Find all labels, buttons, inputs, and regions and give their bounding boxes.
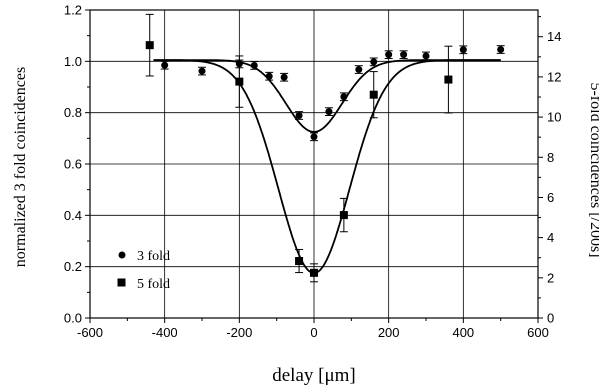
x-tick-label: 400: [452, 325, 474, 340]
data-point-3-fold: [422, 52, 430, 60]
data-point-3-fold: [325, 108, 333, 116]
legend-label-5-fold: 5 fold: [137, 277, 170, 292]
data-point-5-fold: [339, 211, 348, 220]
x-tick-label: 600: [527, 325, 549, 340]
y-right-tick-label: 6: [547, 190, 554, 205]
data-point-3-fold: [340, 93, 348, 101]
y-left-tick-label: 0.8: [64, 105, 82, 120]
data-point-3-fold: [310, 133, 318, 141]
y-right-tick-label: 4: [547, 230, 554, 245]
x-tick-label: 200: [378, 325, 400, 340]
x-tick-label: -400: [152, 325, 178, 340]
data-point-5-fold: [145, 41, 154, 50]
data-point-3-fold: [161, 61, 169, 69]
data-point-3-fold: [250, 61, 258, 69]
tick-labels: -600 -400 -200 0 200 400 600 0.0 0.2 0.4 0.6 0.8 1.0…: [64, 3, 562, 341]
fit-curves: [153, 59, 501, 275]
y-left-tick-label: 0.4: [64, 208, 82, 223]
legend: 3 fold 5 fold: [117, 249, 170, 292]
data-point-3-fold: [295, 111, 303, 119]
data-point-3-fold: [265, 72, 273, 80]
y-right-tick-label: 8: [547, 150, 554, 165]
data-point-5-fold: [295, 257, 304, 266]
data-point-3-fold: [497, 46, 505, 54]
y-right-tick-label: 12: [547, 69, 561, 84]
data-point-5-fold: [444, 75, 453, 84]
data-point-3-fold: [355, 66, 363, 74]
legend-marker-5-fold: [117, 278, 126, 287]
x-axis-label: delay [μm]: [272, 365, 356, 386]
data-point-3-fold: [280, 73, 288, 81]
ticks: [85, 9, 543, 323]
legend-marker-3-fold: [118, 251, 126, 259]
y-left-tick-label: 0.6: [64, 157, 82, 172]
y-left-tick-label: 0.0: [64, 311, 82, 326]
data-point-3-fold: [400, 51, 408, 59]
x-tick-label: -600: [77, 325, 103, 340]
y-right-tick-label: 14: [547, 29, 561, 44]
data-point-5-fold: [310, 268, 318, 277]
data-point-3-fold: [385, 51, 393, 59]
data-point-3-fold: [459, 46, 467, 54]
y-right-tick-label: 0: [547, 311, 554, 326]
y-left-tick-label: 0.2: [64, 259, 82, 274]
x-tick-label: 0: [310, 325, 317, 340]
y-right-tick-label: 2: [547, 270, 554, 285]
y-right-tick-label: 10: [547, 110, 561, 125]
data-points: [145, 41, 505, 277]
data-point-5-fold: [235, 77, 244, 86]
y-left-tick-label: 1.0: [64, 54, 82, 69]
data-point-5-fold: [369, 90, 378, 99]
x-tick-label: -200: [226, 325, 252, 340]
y-axis-right-label: 5-fold coincidences [/200s]: [587, 82, 599, 257]
error-bars: [145, 13, 505, 283]
data-point-3-fold: [235, 60, 243, 68]
data-point-3-fold: [198, 67, 206, 75]
data-point-3-fold: [370, 58, 378, 66]
y-left-tick-label: 1.2: [64, 3, 82, 18]
y-axis-left-label: normalized 3 fold coincidences: [12, 67, 29, 267]
fit-curve-series-1: [153, 59, 501, 275]
legend-label-3-fold: 3 fold: [137, 249, 170, 264]
